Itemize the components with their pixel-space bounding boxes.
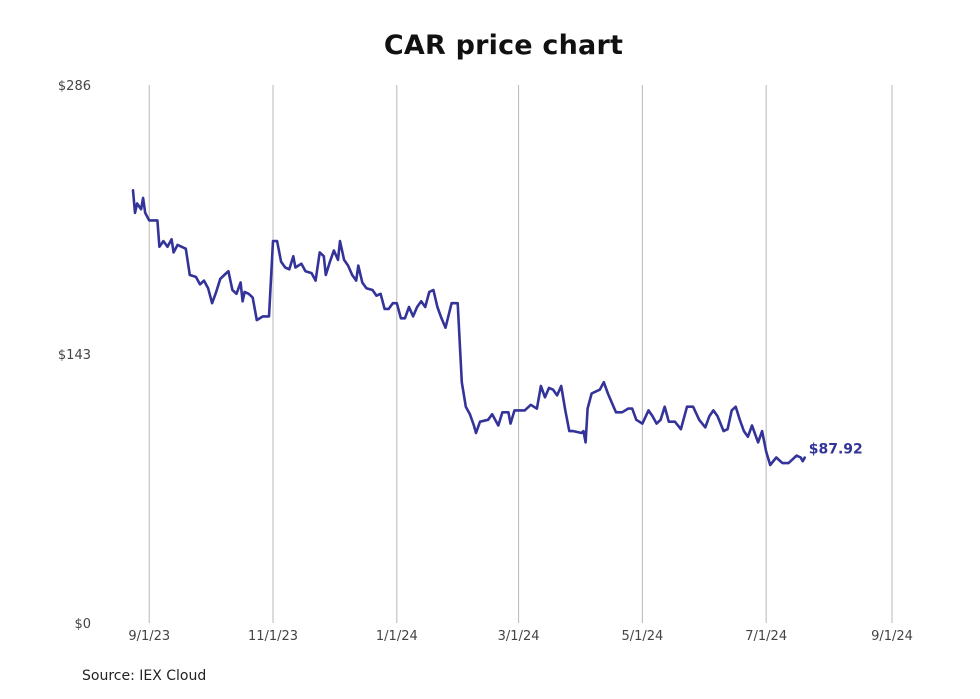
x-tick-label: 9/1/24 [871,629,913,644]
price-line [131,189,806,467]
y-tick-label: $286 [58,79,91,94]
y-tick-label: $143 [58,348,91,363]
x-tick-label: 7/1/24 [745,629,787,644]
x-tick-label: 11/1/23 [248,629,298,644]
x-tick-label: 3/1/24 [498,629,540,644]
chart-title: CAR price chart [383,30,624,61]
x-tick-label: 5/1/24 [621,629,663,644]
last-price-label: $87.92 [809,442,863,458]
y-tick-label: $0 [74,617,91,632]
source-note: Source: IEX Cloud [82,668,207,684]
x-tick-label: 1/1/24 [376,629,418,644]
labels: $87.92 [809,442,863,458]
gridlines [148,85,893,623]
axes: 9/1/23 11/1/23 1/1/24 3/1/24 5/1/24 7/1/24 9/1… [58,79,913,644]
series-layer [131,189,806,467]
x-tick-label: 9/1/23 [128,629,170,644]
